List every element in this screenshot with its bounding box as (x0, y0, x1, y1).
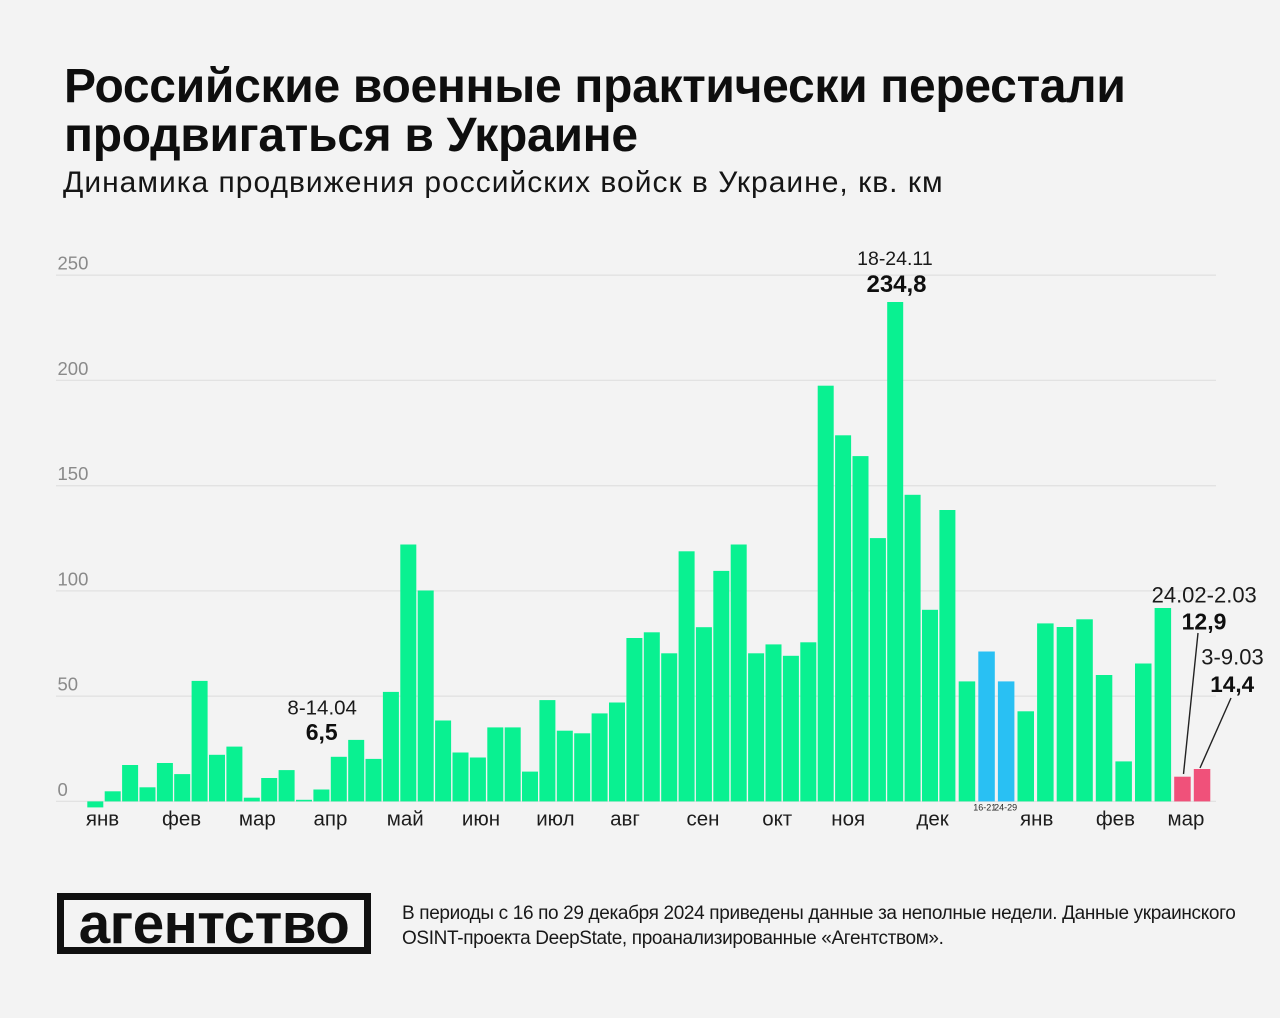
svg-text:янв: янв (1020, 808, 1053, 831)
svg-text:234,8: 234,8 (866, 271, 926, 298)
svg-text:янв: янв (86, 808, 119, 831)
svg-text:8-14.04: 8-14.04 (287, 696, 357, 719)
svg-text:24.02-2.03: 24.02-2.03 (1152, 582, 1257, 607)
svg-text:окт: окт (762, 808, 793, 831)
svg-text:12,9: 12,9 (1182, 609, 1227, 635)
svg-text:сен: сен (687, 808, 720, 831)
svg-text:апр: апр (313, 808, 347, 831)
svg-text:24-29: 24-29 (994, 803, 1017, 813)
svg-text:дек: дек (916, 808, 949, 831)
svg-text:июн: июн (462, 808, 500, 831)
svg-text:200: 200 (58, 358, 89, 379)
svg-text:0: 0 (58, 779, 68, 800)
svg-text:16-21: 16-21 (973, 803, 996, 813)
svg-text:июл: июл (536, 808, 574, 831)
svg-text:мар: мар (239, 808, 276, 831)
svg-text:мар: мар (1168, 808, 1205, 831)
svg-text:150: 150 (58, 463, 89, 484)
svg-text:250: 250 (58, 253, 89, 274)
svg-text:фев: фев (1096, 808, 1135, 831)
svg-text:100: 100 (58, 568, 89, 589)
svg-text:ноя: ноя (831, 808, 865, 831)
svg-text:18-24.11: 18-24.11 (857, 248, 933, 270)
svg-text:3-9.03: 3-9.03 (1201, 644, 1263, 669)
svg-text:май: май (387, 808, 424, 831)
svg-text:6,5: 6,5 (306, 719, 338, 745)
svg-text:авг: авг (610, 808, 640, 831)
svg-text:14,4: 14,4 (1210, 672, 1254, 697)
svg-text:50: 50 (58, 674, 79, 695)
svg-text:фев: фев (162, 808, 201, 831)
